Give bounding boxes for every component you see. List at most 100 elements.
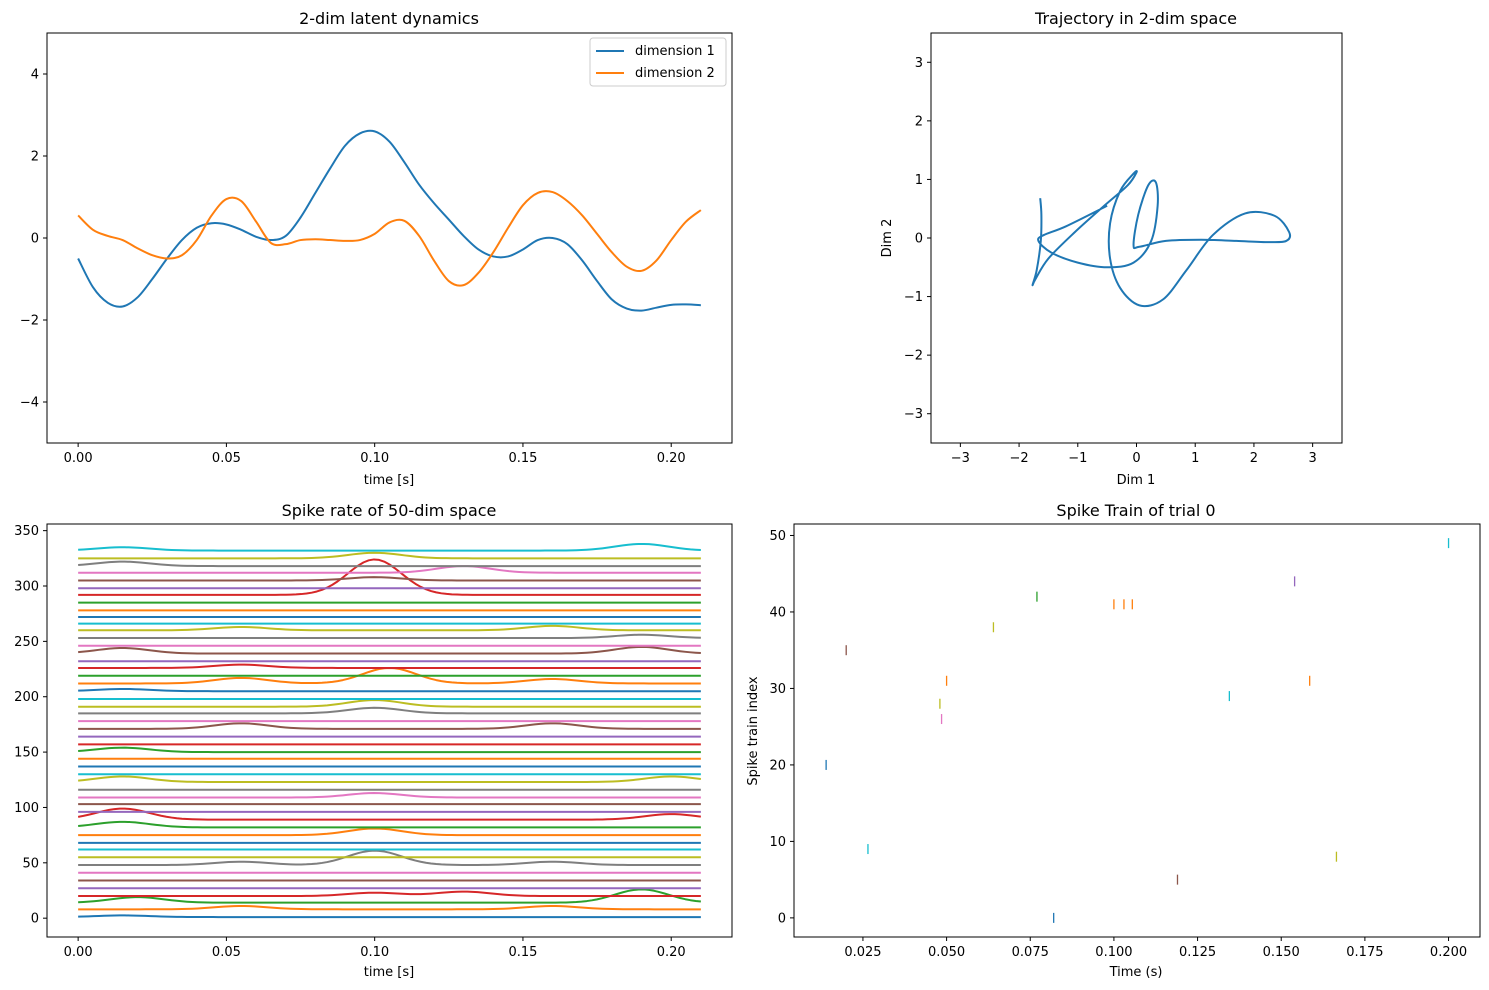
y-tick-label: 150 — [14, 746, 39, 761]
y-axis-label-trajectory: Dim 2 — [880, 219, 895, 258]
y-tick-label: 250 — [14, 635, 39, 650]
rate-line-11 — [78, 827, 701, 837]
y-axis-label-spike-train: Spike train index — [746, 676, 761, 786]
x-tick-label: −1 — [1068, 451, 1087, 466]
rate-line-27 — [78, 706, 701, 715]
chart-title-spike-rate: Spike rate of 50-dim space — [282, 501, 497, 520]
y-tick-label: 0 — [778, 911, 786, 926]
rate-line-30 — [78, 687, 701, 693]
axes-frame — [46, 32, 733, 444]
x-tick-label: 0.050 — [928, 945, 965, 960]
plot-area-latent: 0.00 0.05 0.10 0.15 0.20 −4 −2 0 2 4 — [20, 32, 733, 466]
x-tick-label: 0.10 — [360, 451, 389, 466]
rate-line-22 — [78, 746, 701, 754]
x-tick-label: 0.025 — [844, 945, 881, 960]
rate-line-25 — [78, 722, 701, 730]
y-tick-label: 20 — [769, 758, 786, 773]
x-tick-label: 0.05 — [212, 945, 241, 960]
plot-content — [77, 129, 702, 312]
rate-line-37 — [78, 633, 701, 640]
legend: dimension 1 dimension 2 — [589, 37, 727, 87]
axes-frame — [930, 32, 1343, 444]
rate-line-49 — [78, 542, 701, 552]
y-tick-label: 3 — [915, 56, 923, 71]
panel-spike-rate: Spike rate of 50-dim space 0.00 0.05 0.10 0… — [14, 501, 733, 980]
plot-area-spike-train: 0.025 0.050 0.075 0.100 0.125 0.150 0.175 0.200… — [769, 523, 1481, 960]
y-tick-label: 40 — [769, 605, 786, 620]
y-tick-label: 50 — [769, 529, 786, 544]
rate-line-18 — [78, 775, 701, 783]
plot-content — [1031, 170, 1292, 308]
rate-line-35 — [78, 645, 701, 655]
rate-line-28 — [78, 699, 701, 708]
x-axis-label-trajectory: Dim 1 — [1117, 473, 1156, 488]
x-tick-label: −2 — [1009, 451, 1028, 466]
x-tick-label: 0.100 — [1095, 945, 1132, 960]
x-tick-label: 0.150 — [1263, 945, 1300, 960]
x-axis-label-latent: time [s] — [364, 473, 414, 488]
y-tick-label: 1 — [915, 173, 923, 188]
y-tick-label: 0 — [915, 232, 923, 247]
axes-frame — [46, 523, 733, 938]
y-tick-label: −3 — [904, 407, 923, 422]
y-tick-label: 2 — [915, 114, 923, 129]
x-tick-label: 0.15 — [508, 451, 537, 466]
plot-content — [825, 538, 1450, 923]
plot-area-spike-rate: 0.00 0.05 0.10 0.15 0.20 0 50 100 150 200 250 300 35… — [14, 523, 733, 960]
rate-line-43 — [78, 558, 701, 596]
y-tick-label: −2 — [20, 314, 39, 329]
rate-line-7 — [78, 849, 701, 867]
y-tick-label: 350 — [14, 524, 39, 539]
y-tick-label: 200 — [14, 690, 39, 705]
rate-line-46 — [78, 565, 701, 574]
x-tick-label: 0.10 — [360, 945, 389, 960]
panel-latent-dynamics: 2-dim latent dynamics 0.00 0.05 0.10 0.15 0.… — [20, 9, 733, 488]
axes-frame — [793, 523, 1481, 938]
x-tick-label: 0 — [1132, 451, 1140, 466]
x-tick-label: 0.00 — [64, 945, 93, 960]
x-tick-label: 0.20 — [657, 945, 686, 960]
rate-line-13 — [77, 807, 701, 821]
panel-trajectory: Trajectory in 2-dim space −3 −2 −1 0 1 2 3 −3 −2… — [880, 9, 1343, 488]
y-tick-label: −1 — [904, 290, 923, 305]
x-tick-label: 0.05 — [212, 451, 241, 466]
y-tick-label: 0 — [31, 912, 39, 927]
rate-line-0 — [78, 914, 701, 919]
x-tick-label: 3 — [1309, 451, 1317, 466]
y-tick-label: 300 — [14, 580, 39, 595]
rate-line-47 — [78, 560, 701, 568]
rate-line-12 — [78, 820, 701, 829]
legend-label-dimension-2: dimension 2 — [635, 66, 715, 81]
x-tick-label: −3 — [951, 451, 970, 466]
y-tick-label: 100 — [14, 801, 39, 816]
x-tick-label: 0.200 — [1430, 945, 1467, 960]
rate-line-16 — [78, 792, 701, 799]
y-tick-label: 10 — [769, 835, 786, 850]
rate-line-38 — [78, 624, 701, 632]
chart-title-spike-train: Spike Train of trial 0 — [1056, 501, 1215, 520]
panel-spike-train: Spike Train of trial 0 0.025 0.050 0.075 0.… — [746, 501, 1481, 980]
rate-line-48 — [78, 551, 701, 560]
series-line-dimension-2 — [77, 190, 702, 287]
x-tick-label: 0.20 — [657, 451, 686, 466]
chart-title-trajectory: Trajectory in 2-dim space — [1034, 9, 1237, 28]
rate-line-3 — [78, 890, 701, 898]
y-tick-label: 4 — [31, 68, 39, 83]
x-tick-label: 0.175 — [1346, 945, 1383, 960]
x-axis-label-spike-rate: time [s] — [364, 965, 414, 980]
plot-area-trajectory: −3 −2 −1 0 1 2 3 −3 −2 −1 0 1 2 3 — [904, 32, 1343, 466]
y-tick-label: −4 — [20, 396, 39, 411]
x-tick-label: 0.125 — [1179, 945, 1216, 960]
x-tick-label: 2 — [1250, 451, 1258, 466]
legend-label-dimension-1: dimension 1 — [635, 44, 715, 59]
rate-line-1 — [78, 905, 701, 911]
rate-line-45 — [78, 576, 701, 582]
rate-line-2 — [78, 888, 701, 904]
x-tick-label: 0.15 — [508, 945, 537, 960]
x-tick-label: 1 — [1191, 451, 1199, 466]
x-tick-label: 0.075 — [1012, 945, 1049, 960]
y-tick-label: 30 — [769, 682, 786, 697]
chart-title-latent: 2-dim latent dynamics — [299, 9, 479, 28]
y-tick-label: −2 — [904, 349, 923, 364]
